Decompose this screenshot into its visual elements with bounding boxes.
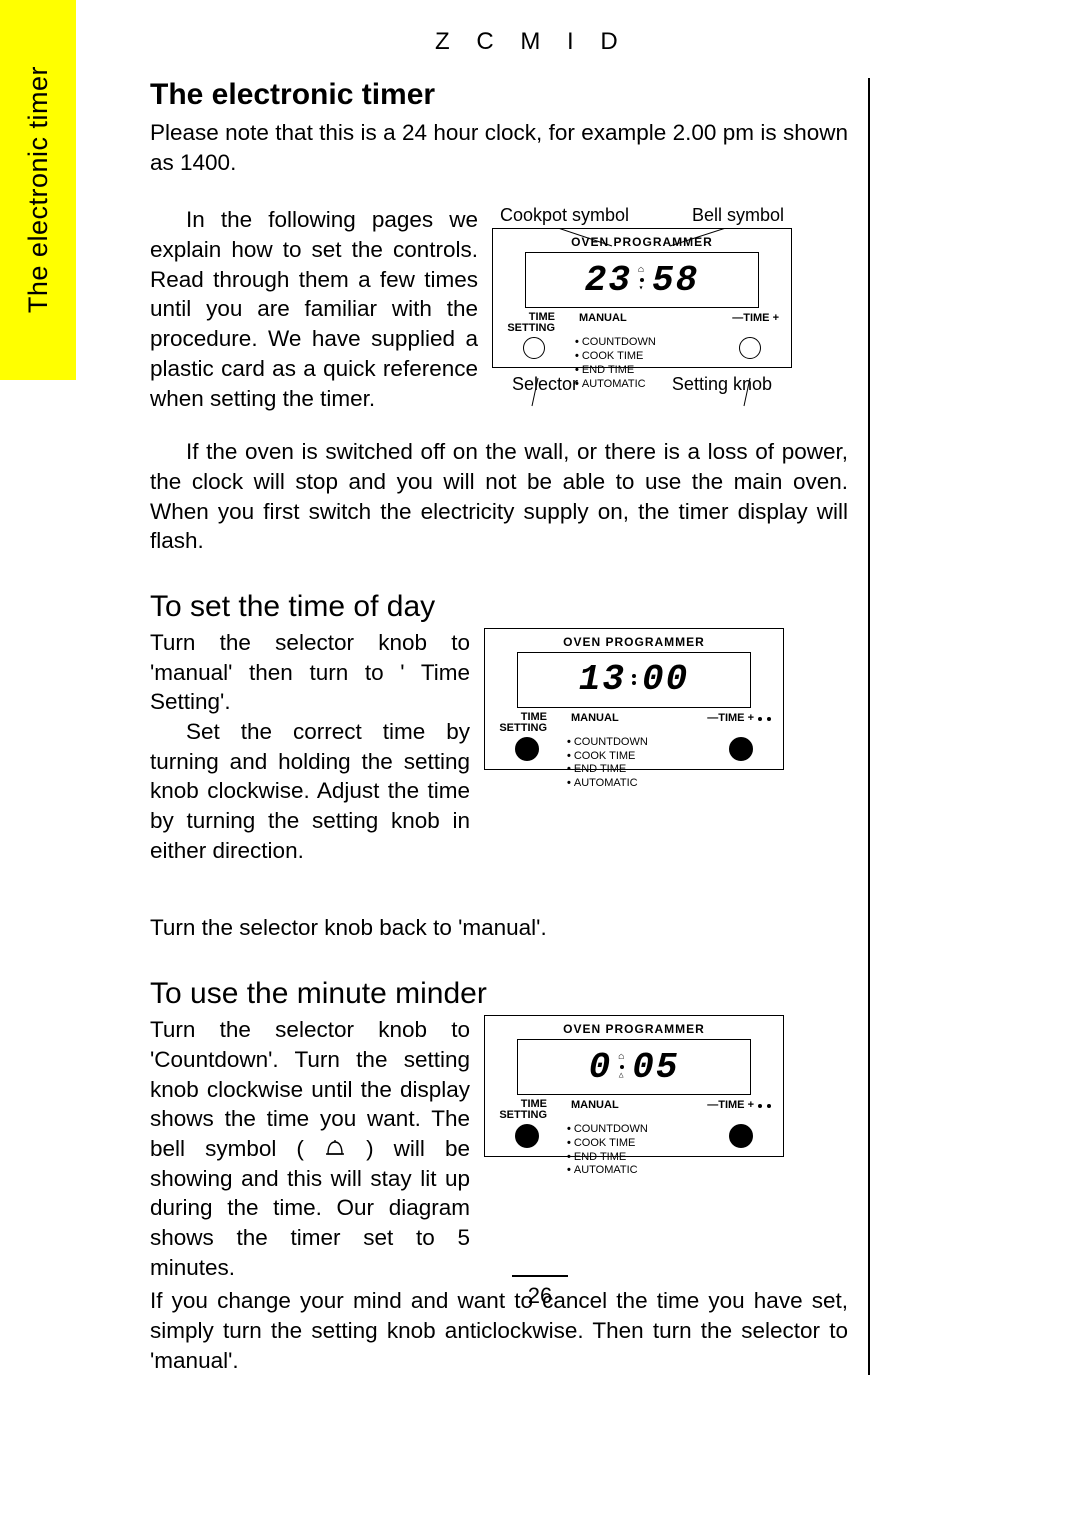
programmer-menu: COUNTDOWN COOK TIME END TIME AUTOMATIC [575, 336, 783, 391]
set-time-p2: Set the correct time by turning and hold… [150, 717, 470, 865]
intro-paragraph-3: If the oven is switched off on the wall,… [150, 437, 848, 556]
programmer-display: 23 ⌂▾ 58 [525, 252, 759, 308]
page-number-wrap: 26 [0, 1275, 1080, 1309]
programmer-title: OVEN PROGRAMMER [501, 235, 783, 249]
subsection-set-time: To set the time of day [150, 590, 848, 624]
diagram-programmer-main: Cookpot symbol Bell symbol OVEN PROGRAMM… [492, 205, 822, 413]
diagram-programmer-settime: OVEN PROGRAMMER 13 00 TIMESETTING MANUAL… [484, 628, 784, 770]
sidebar-tab-text: The electronic timer [23, 46, 54, 333]
diagram-programmer-countdown: OVEN PROGRAMMER 0 ⌂△ 05 TIMESETTING MANU… [484, 1015, 784, 1157]
label-cookpot: Cookpot symbol [500, 205, 629, 226]
main-content: The electronic timer Please note that th… [150, 78, 870, 1375]
intro-paragraph-1: Please note that this is a 24 hour clock… [150, 118, 848, 177]
page-number: 26 [512, 1275, 568, 1309]
bell-icon [324, 1138, 346, 1158]
sidebar-tab: The electronic timer [0, 0, 76, 380]
label-bell: Bell symbol [692, 205, 784, 226]
label-selector: Selector [512, 374, 578, 395]
section-title: The electronic timer [150, 78, 848, 112]
subsection-minute-minder: To use the minute minder [150, 977, 848, 1011]
selector-knob-icon [515, 1124, 539, 1148]
minute-p1: Turn the selector knob to 'Countdown'. T… [150, 1015, 470, 1282]
set-time-p1: Turn the selector knob to 'manual' then … [150, 628, 470, 717]
selector-knob-icon [523, 337, 545, 359]
intro-paragraph-2: In the following pages we explain how to… [150, 205, 478, 413]
header-model-code: Z C M I D [435, 28, 628, 56]
set-time-p3: Turn the selector knob back to 'manual'. [150, 913, 848, 943]
selector-knob-icon [515, 737, 539, 761]
